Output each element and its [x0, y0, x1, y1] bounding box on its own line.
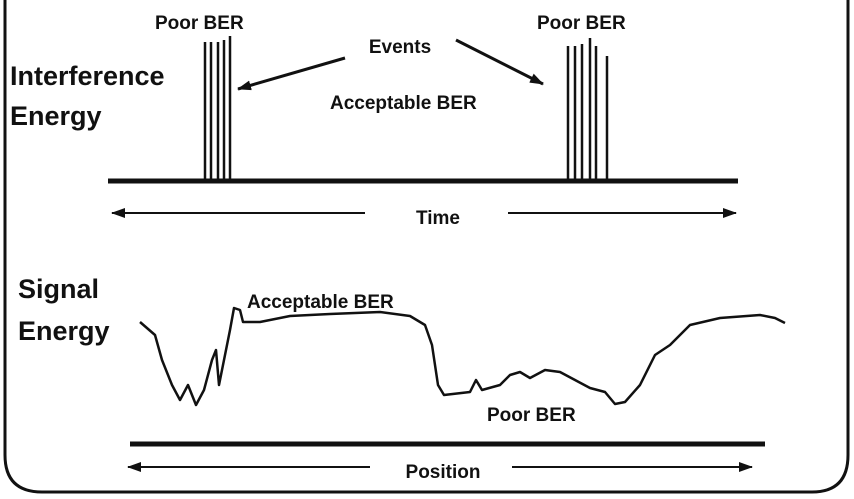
signal-curve	[139, 306, 786, 407]
spikes	[203, 36, 609, 181]
frame	[3, 0, 850, 494]
high-label: Acceptable BER	[247, 292, 394, 313]
axis-label: Time	[416, 208, 460, 229]
baseline-label: Acceptable BER	[330, 93, 477, 114]
event-arrow	[455, 38, 544, 86]
low-label: Poor BER	[487, 405, 576, 426]
spike-label: Poor BER	[537, 13, 626, 34]
events-label: Events	[369, 37, 431, 58]
axis-label: Position	[406, 462, 481, 483]
panel-label: Energy	[18, 316, 110, 346]
event-arrow	[237, 56, 346, 91]
panel-label: Interference	[10, 61, 165, 91]
panel-label: Signal	[18, 274, 99, 304]
spike-label: Poor BER	[155, 13, 244, 34]
panel-label: Energy	[10, 101, 102, 131]
